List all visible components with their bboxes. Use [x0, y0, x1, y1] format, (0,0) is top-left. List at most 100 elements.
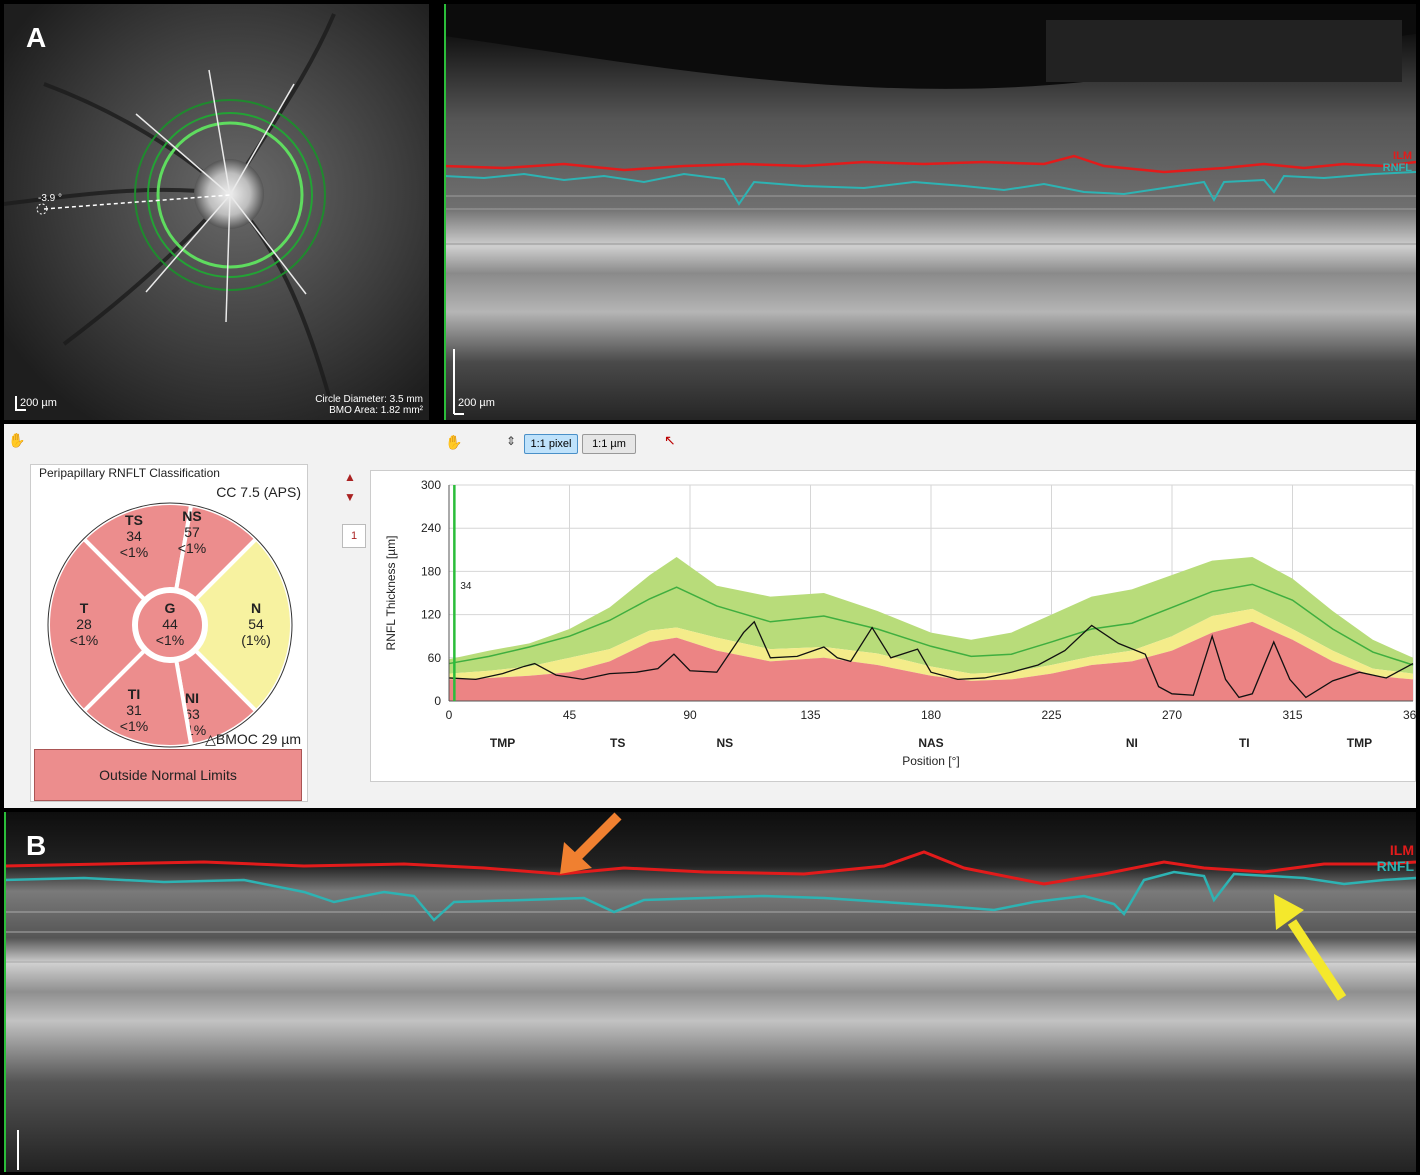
retinal-layer-bands-b — [4, 911, 1416, 963]
sector-ns-value: 57 — [184, 524, 200, 540]
fundus-info: Circle Diameter: 3.5 mm BMO Area: 1.82 m… — [315, 394, 423, 416]
ilm-label-b: ILM — [1389, 842, 1414, 858]
rnfl-line — [444, 171, 1416, 206]
sector-tick-label: TMP — [1347, 736, 1372, 750]
x-tick-label: 45 — [563, 708, 577, 722]
sector-ns-abbr: NS — [182, 508, 201, 524]
fovea-marker — [36, 203, 48, 215]
bscan-scale-label: 200 µm — [458, 397, 495, 409]
sector-t-abbr: T — [80, 600, 89, 616]
bscan-a-svg — [444, 4, 1416, 420]
rnfl-thickness-chart: 0 60 120 180 240 300 0 45 90 135 180 225 270 315 360 TM… — [370, 470, 1416, 782]
x-tick-label: 360 — [1403, 708, 1416, 722]
position-marker-label: 34 — [460, 581, 472, 592]
x-tick-label: 315 — [1282, 708, 1302, 722]
bmoc-label: △BMOC 29 µm — [205, 731, 301, 748]
x-tick-label: 180 — [921, 708, 941, 722]
sector-tick-label: NAS — [918, 736, 943, 750]
sector-ts-pct: <1% — [120, 544, 148, 560]
sector-ts-abbr: TS — [125, 512, 143, 528]
y-tick-label: 120 — [421, 608, 441, 622]
ilm-line-b — [4, 850, 1416, 886]
fundus-svg — [4, 4, 429, 420]
sector-n-pct: (1%) — [241, 632, 271, 648]
sector-lines — [135, 69, 307, 323]
x-axis-label: Position [°] — [902, 754, 960, 768]
y-tick-label: 300 — [421, 478, 441, 492]
yellow-arrow — [1274, 894, 1347, 1001]
fundus-scale-label: 200 µm — [20, 397, 57, 409]
scale-bar-icon — [15, 396, 26, 411]
rnfl-label-b: RNFL — [1376, 858, 1414, 874]
sector-diagram: TS34<1%NS57<1%N54(1%)NI63<1%TI31<1%T28<1… — [46, 501, 294, 749]
rnfl-label: RNFL — [1382, 162, 1412, 174]
sector-g-value: 44 — [162, 616, 178, 632]
pan-hand-icon[interactable]: ✋ — [445, 434, 463, 450]
sector-ti-pct: <1% — [120, 718, 148, 734]
patient-rnfl-line — [448, 620, 1414, 699]
bmoc-symbol: △ — [205, 731, 216, 747]
sector-n-abbr: N — [251, 600, 261, 616]
scan-pattern-label: CC 7.5 (APS) — [216, 484, 301, 500]
page-down-icon[interactable]: ▼ — [344, 490, 356, 504]
bscan-a: ILM RNFL 200 µm — [444, 4, 1416, 420]
zoom-1-1-um-button[interactable]: 1:1 µm — [582, 434, 636, 454]
retina-tissue — [444, 34, 1416, 420]
fundus-image: A -3.9 ° 200 µm Circle Diameter: 3.5 mm … — [4, 4, 429, 420]
borderline-band — [449, 608, 1413, 681]
panel-letter-b: B — [26, 830, 47, 861]
sector-g-abbr: G — [165, 600, 176, 616]
sector-tick-label: NI — [1126, 736, 1138, 750]
sector-t-value: 28 — [76, 616, 92, 632]
y-tick-label: 0 — [434, 694, 441, 708]
analysis-panel: ✋ ✋ ⇕ 1:1 pixel 1:1 µm ↖ Peripapillary R… — [4, 424, 1416, 808]
y-axis-label: RNFL Thickness [µm] — [384, 536, 398, 651]
zoom-1-1-pixel-button[interactable]: 1:1 pixel — [524, 434, 578, 454]
sector-ts-value: 34 — [126, 528, 142, 544]
normative-mean-line — [448, 583, 1414, 666]
ilm-label: ILM — [1393, 150, 1412, 162]
sector-t-pct: <1% — [70, 632, 98, 648]
sector-g — [134, 589, 206, 661]
sector-g-pct: <1% — [156, 632, 184, 648]
panel-letter-a: A — [26, 22, 47, 53]
sector-tick-label: TS — [610, 736, 625, 750]
y-tick-label: 60 — [428, 651, 442, 665]
sector-tick-label: TI — [1239, 736, 1250, 750]
sector-outline — [47, 502, 293, 748]
sector-ti-abbr: TI — [128, 686, 140, 702]
x-tick-label: 90 — [683, 708, 697, 722]
page-number[interactable]: 1 — [342, 524, 366, 548]
x-tick-label: 270 — [1162, 708, 1182, 722]
bscan-b: B ILM RNFL — [4, 812, 1416, 1172]
sector-n-value: 54 — [248, 616, 264, 632]
fit-height-icon[interactable]: ⇕ — [506, 434, 517, 448]
y-tick-label: 240 — [421, 521, 441, 535]
outside-normal-band — [449, 621, 1413, 701]
chart-svg: 0 60 120 180 240 300 0 45 90 135 180 225 270 315 360 TM… — [384, 478, 1416, 768]
cursor-tool-icon[interactable]: ↖ — [664, 432, 676, 448]
page-up-icon[interactable]: ▲ — [344, 470, 356, 484]
x-tick-label: 0 — [446, 708, 453, 722]
redaction-box — [1046, 20, 1402, 82]
rnfl-line-b — [4, 870, 1416, 922]
bmoc-value: BMOC 29 µm — [215, 731, 301, 747]
fovea-angle-label: -3.9 ° — [38, 193, 63, 204]
sector-tick-label: NS — [716, 736, 733, 750]
classification-verdict: Outside Normal Limits — [34, 749, 302, 801]
retinal-layer-bands — [444, 195, 1416, 245]
hand-icon[interactable]: ✋ — [8, 432, 26, 448]
normal-band — [449, 557, 1413, 674]
orange-arrow — [560, 812, 622, 874]
classification-title: Peripapillary RNFLT Classification — [39, 466, 220, 480]
classification-box: Peripapillary RNFLT Classification CC 7.… — [30, 464, 308, 802]
sector-tick-label: TMP — [490, 736, 515, 750]
x-tick-label: 225 — [1041, 708, 1061, 722]
sector-ni-abbr: NI — [185, 690, 199, 706]
circle-diameter: Circle Diameter: 3.5 mm — [315, 394, 423, 405]
x-tick-label: 135 — [800, 708, 820, 722]
bscan-b-svg — [4, 812, 1416, 1172]
fovea-disc-axis — [43, 194, 231, 210]
y-tick-label: 180 — [421, 564, 441, 578]
sector-ns-pct: <1% — [178, 540, 206, 556]
